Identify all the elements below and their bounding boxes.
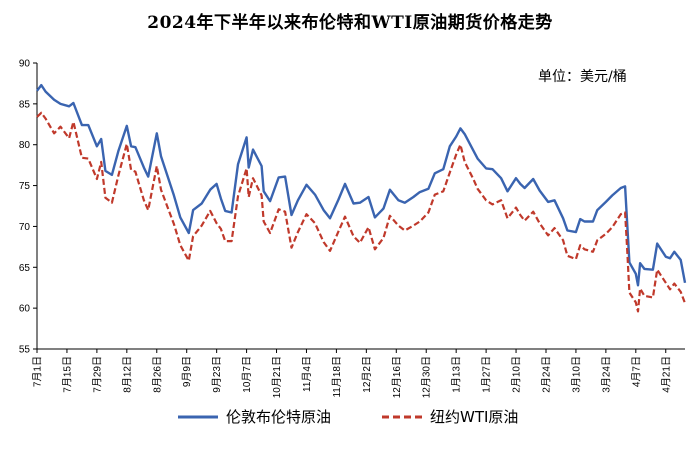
legend-item-brent: 伦敦布伦特原油 [178, 406, 331, 427]
legend-swatch-wti [382, 415, 422, 418]
x-tick-label: 3月24日 [600, 356, 612, 393]
x-tick-label: 8月26日 [151, 356, 163, 393]
legend-swatch-brent [178, 415, 218, 418]
x-tick-label: 4月7日 [630, 356, 642, 387]
x-tick-label: 11月4日 [301, 356, 313, 392]
x-tick-label: 9月9日 [181, 356, 193, 387]
x-tick-label: 10月7日 [241, 356, 253, 393]
chart-title: 2024年下半年以来布伦特和WTI原油期货价格走势 [147, 13, 553, 33]
legend-label-wti: 纽约WTI原油 [430, 408, 519, 426]
x-tick-label: 7月29日 [91, 356, 103, 393]
axes [36, 63, 685, 350]
y-tick-label: 90 [19, 59, 31, 70]
x-tick-label: 8月12日 [121, 356, 133, 393]
series-line-brent [36, 83, 687, 287]
legend-item-wti: 纽约WTI原油 [382, 406, 518, 427]
y-tick-label: 80 [19, 140, 31, 151]
legend-label-brent: 伦敦布伦特原油 [226, 408, 332, 426]
x-tick-label: 11月18日 [331, 356, 343, 398]
x-tick-label: 12月30日 [421, 356, 433, 398]
x-tick-label: 3月10日 [570, 356, 582, 393]
y-tick-label: 75 [19, 181, 31, 192]
x-tick-label: 2月24日 [540, 356, 552, 393]
x-tick-label: 4月21日 [660, 356, 672, 393]
x-tick-label: 1月27日 [481, 356, 493, 393]
y-tick-label: 60 [19, 304, 31, 315]
x-axis-ticks: 7月1日 7月15日 7月29日 8月12日 8月26日 9月9日 9月23日 10月7日 10… [32, 349, 672, 398]
y-tick-label: 65 [19, 263, 31, 274]
legend: 伦敦布伦特原油 纽约WTI原油 [0, 406, 700, 430]
series-layer [36, 83, 687, 313]
x-tick-label: 12月16日 [391, 356, 403, 398]
x-tick-label: 10月21日 [271, 356, 283, 398]
x-tick-label: 7月15日 [61, 356, 73, 393]
series-line-wti [36, 111, 687, 313]
y-axis-ticks: 55 60 65 70 75 80 85 90 [19, 59, 37, 356]
y-tick-label: 85 [19, 99, 31, 110]
x-tick-label: 7月1日 [32, 356, 44, 387]
x-tick-label: 12月2日 [361, 356, 373, 393]
y-tick-label: 70 [19, 222, 31, 233]
unit-note: 单位：美元/桶 [538, 69, 627, 85]
x-tick-label: 9月23日 [211, 356, 223, 393]
y-tick-label: 55 [19, 345, 31, 356]
x-tick-label: 2月10日 [511, 356, 523, 393]
line-chart: 55 60 65 70 75 80 85 90 7月1日 7月15日 7月29日 8月12日 8月26… [19, 59, 687, 398]
x-tick-label: 1月13日 [451, 356, 463, 393]
